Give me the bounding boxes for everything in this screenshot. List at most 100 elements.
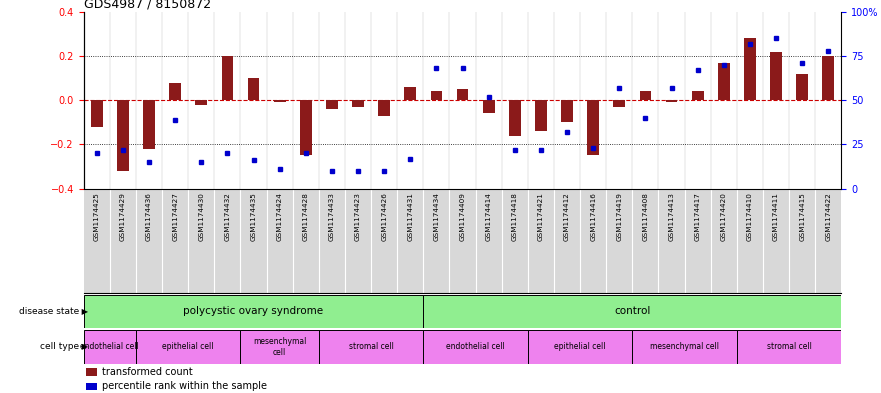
Text: GSM1174412: GSM1174412 [564,192,570,241]
Bar [214,12,241,189]
Bar [822,56,834,100]
Bar [292,12,319,189]
Bar [110,12,136,189]
Bar [117,100,129,171]
Bar [666,100,677,103]
Bar [789,12,815,189]
Text: GSM1174410: GSM1174410 [747,192,753,241]
Bar [319,330,424,364]
Bar [241,12,267,189]
Bar [501,12,528,189]
Bar [274,100,285,103]
Text: GSM1174421: GSM1174421 [538,192,544,241]
Bar [737,12,763,189]
Bar [424,12,449,189]
Bar [685,12,711,189]
Bar [91,100,102,127]
Bar [483,100,494,114]
Bar [815,12,841,189]
Text: GSM1174413: GSM1174413 [669,192,675,241]
Text: transformed count: transformed count [102,367,193,376]
Text: GSM1174427: GSM1174427 [172,192,178,241]
Bar [169,83,181,100]
Bar [300,100,312,156]
Bar [248,78,259,100]
Text: polycystic ovary syndrome: polycystic ovary syndrome [183,307,323,316]
Bar [711,12,737,189]
Text: GSM1174431: GSM1174431 [407,192,413,241]
Bar [162,12,189,189]
Text: GSM1174424: GSM1174424 [277,192,283,241]
Text: mesenchymal
cell: mesenchymal cell [253,337,307,356]
Bar [476,12,501,189]
Bar [84,295,424,328]
Text: GSM1174417: GSM1174417 [694,192,700,241]
Bar [267,12,292,189]
Text: GSM1174419: GSM1174419 [617,192,622,241]
Text: percentile rank within the sample: percentile rank within the sample [102,381,267,391]
Text: stromal cell: stromal cell [766,342,811,351]
Text: endothelial cell: endothelial cell [80,342,139,351]
Bar [326,100,337,109]
Bar [449,12,476,189]
Text: GSM1174428: GSM1174428 [303,192,308,241]
Text: GSM1174415: GSM1174415 [799,192,805,241]
Bar [588,100,599,156]
Bar [424,295,841,328]
Text: GSM1174435: GSM1174435 [250,192,256,241]
Bar [86,382,97,390]
Bar [613,100,626,107]
Bar [633,330,737,364]
Bar [528,330,633,364]
Bar [718,62,729,100]
Text: GSM1174408: GSM1174408 [642,192,648,241]
Bar [189,12,214,189]
Text: GSM1174425: GSM1174425 [93,192,100,241]
Bar [744,38,756,100]
Text: GSM1174414: GSM1174414 [485,192,492,241]
Text: GSM1174436: GSM1174436 [146,192,152,241]
Bar [404,87,416,100]
Text: GSM1174416: GSM1174416 [590,192,596,241]
Text: epithelial cell: epithelial cell [554,342,606,351]
Text: GSM1174430: GSM1174430 [198,192,204,241]
Bar [633,12,658,189]
Text: control: control [614,307,650,316]
Text: GSM1174426: GSM1174426 [381,192,387,241]
Text: ▶: ▶ [79,307,88,316]
Text: ▶: ▶ [79,342,88,351]
Text: cell type: cell type [41,342,79,351]
Text: epithelial cell: epithelial cell [162,342,214,351]
Bar [221,56,233,100]
Text: GSM1174422: GSM1174422 [825,192,832,241]
Bar [770,51,782,100]
Bar [397,12,424,189]
Text: GDS4987 / 8150872: GDS4987 / 8150872 [84,0,211,11]
Bar [763,12,789,189]
Bar [535,100,547,131]
Bar [528,12,554,189]
Bar [84,330,136,364]
Bar [319,12,345,189]
Bar [86,368,97,376]
Bar [424,330,528,364]
Bar [692,91,704,100]
Text: GSM1174420: GSM1174420 [721,192,727,241]
Bar [456,89,469,100]
Bar [737,330,841,364]
Text: GSM1174423: GSM1174423 [355,192,361,241]
Bar [561,100,573,122]
Text: mesenchymal cell: mesenchymal cell [650,342,719,351]
Text: GSM1174429: GSM1174429 [120,192,126,241]
Bar [554,12,580,189]
Bar [431,91,442,100]
Text: GSM1174409: GSM1174409 [460,192,465,241]
Text: stromal cell: stromal cell [349,342,394,351]
Text: GSM1174433: GSM1174433 [329,192,335,241]
Bar [196,100,207,105]
Text: GSM1174434: GSM1174434 [433,192,440,241]
Bar [509,100,521,136]
Text: GSM1174411: GSM1174411 [773,192,779,241]
Bar [606,12,633,189]
Bar [345,12,371,189]
